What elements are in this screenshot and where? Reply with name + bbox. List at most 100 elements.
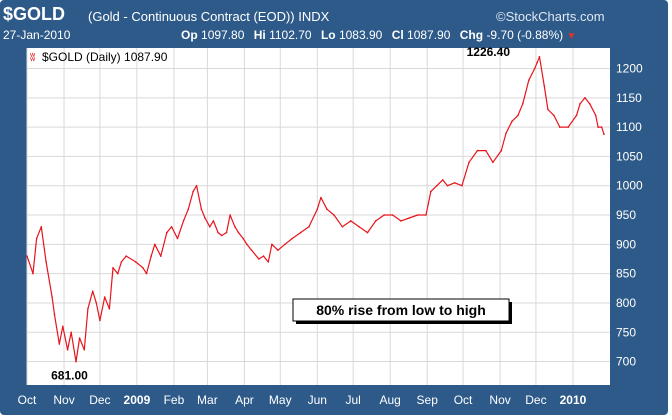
x-tick-label: Dec xyxy=(89,393,110,407)
data-point xyxy=(250,249,253,251)
y-tick-label: 1200 xyxy=(616,62,643,76)
data-point xyxy=(333,214,335,216)
data-point xyxy=(258,258,260,260)
data-point xyxy=(316,208,319,210)
y-tick-label: 1150 xyxy=(616,91,642,105)
source-credit: ©StockCharts.com xyxy=(496,9,605,24)
data-point xyxy=(320,196,322,199)
y-tick-label: 1100 xyxy=(616,120,642,134)
y-axis: 700 750 800 850 900 950 1000 1050 1100 1150 1200 xyxy=(616,62,643,369)
data-point xyxy=(87,308,89,310)
data-point xyxy=(500,149,503,152)
data-point xyxy=(567,126,569,128)
x-tick-label: Jun xyxy=(308,393,327,407)
data-point xyxy=(597,126,599,128)
data-point xyxy=(485,149,487,152)
x-tick-label: Oct xyxy=(18,393,37,407)
data-point xyxy=(350,220,352,222)
data-point xyxy=(160,255,162,257)
y-tick-label: 1050 xyxy=(616,149,643,163)
ticker-symbol: $GOLD xyxy=(3,4,66,24)
data-point xyxy=(547,108,549,111)
data-point xyxy=(517,114,519,117)
data-point xyxy=(375,220,377,222)
data-point xyxy=(267,261,270,263)
data-point xyxy=(154,243,156,246)
data-point xyxy=(35,237,38,240)
data-point xyxy=(284,243,286,246)
x-tick-label: Nov xyxy=(489,393,510,407)
data-point xyxy=(145,272,148,275)
annotation-label: 681.00 xyxy=(51,369,88,383)
data-point xyxy=(125,255,127,257)
data-point xyxy=(170,226,173,228)
data-point xyxy=(217,231,219,234)
data-point xyxy=(538,56,541,58)
data-point xyxy=(166,231,168,234)
data-point xyxy=(594,114,597,117)
data-point xyxy=(262,255,265,257)
y-tick-label: 800 xyxy=(616,296,636,310)
data-point xyxy=(600,126,603,128)
data-point xyxy=(195,184,198,187)
data-point xyxy=(142,267,144,269)
data-point xyxy=(408,217,411,219)
series-layer xyxy=(26,56,605,363)
data-point xyxy=(358,226,360,228)
y-tick-label: 700 xyxy=(616,355,636,369)
data-point xyxy=(237,231,240,234)
x-tick-label: Feb xyxy=(164,393,185,407)
annotation-label: 1226.40 xyxy=(467,45,511,59)
data-point xyxy=(225,231,228,234)
ohlc-summary: Op 1097.80 Hi 1102.70 Lo 1083.90 Cl 1087… xyxy=(175,28,576,42)
series-line xyxy=(26,56,605,363)
data-point xyxy=(176,237,179,240)
y-tick-label: 950 xyxy=(616,208,636,222)
x-axis: Oct Nov Dec 2009 Feb Mar Apr May Jun Jul Aug Sep Oct… xyxy=(18,393,587,407)
y-tick-label: 850 xyxy=(616,267,636,281)
close-label: Cl xyxy=(391,28,404,42)
data-point xyxy=(536,61,538,64)
data-point xyxy=(603,133,605,135)
data-point xyxy=(543,85,546,87)
x-tick-label: Mar xyxy=(197,393,218,407)
data-point xyxy=(528,79,530,81)
data-point xyxy=(112,267,114,269)
data-point xyxy=(326,208,328,210)
data-point xyxy=(95,302,98,304)
data-point xyxy=(436,184,438,187)
data-point xyxy=(45,261,47,263)
data-point xyxy=(78,337,81,339)
data-point xyxy=(108,308,111,310)
data-point xyxy=(120,261,123,263)
exchange-label: INDX xyxy=(298,9,330,24)
data-point xyxy=(366,231,369,234)
x-tick-label: Dec xyxy=(525,393,546,407)
data-point xyxy=(533,67,536,70)
data-point xyxy=(99,319,101,322)
close-value: 1087.90 xyxy=(407,28,451,42)
x-tick-label: 2009 xyxy=(124,393,151,407)
y-tick-label: 1000 xyxy=(616,179,643,193)
data-point xyxy=(200,208,203,210)
open-label: Op xyxy=(181,28,198,42)
data-point xyxy=(271,243,273,246)
data-point xyxy=(584,97,586,99)
data-point xyxy=(187,208,190,210)
data-point xyxy=(51,296,53,298)
data-point xyxy=(559,126,561,128)
data-point xyxy=(234,226,236,228)
legend: ʬ $GOLD (Daily) 1087.90 xyxy=(30,50,168,64)
data-point xyxy=(416,214,419,216)
data-point xyxy=(229,214,231,216)
data-point xyxy=(192,190,194,193)
data-point xyxy=(476,149,479,152)
data-point xyxy=(242,237,244,240)
data-point xyxy=(204,217,206,219)
data-point xyxy=(492,161,494,164)
down-arrow-icon: ▼ xyxy=(566,31,577,42)
data-point xyxy=(150,255,152,257)
data-point xyxy=(53,313,56,316)
data-point xyxy=(341,226,344,228)
high-value: 1102.70 xyxy=(269,28,312,42)
